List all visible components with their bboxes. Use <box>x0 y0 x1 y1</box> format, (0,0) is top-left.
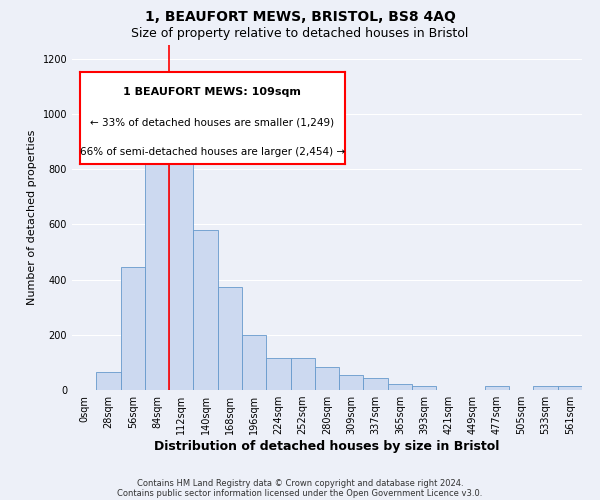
Bar <box>558 386 582 390</box>
Bar <box>242 335 266 390</box>
Bar <box>169 152 193 390</box>
Bar <box>266 358 290 390</box>
Y-axis label: Number of detached properties: Number of detached properties <box>27 130 37 305</box>
Text: 1, BEAUFORT MEWS, BRISTOL, BS8 4AQ: 1, BEAUFORT MEWS, BRISTOL, BS8 4AQ <box>145 10 455 24</box>
Text: Size of property relative to detached houses in Bristol: Size of property relative to detached ho… <box>131 28 469 40</box>
Bar <box>315 366 339 390</box>
Bar <box>485 386 509 390</box>
Bar <box>290 358 315 390</box>
X-axis label: Distribution of detached houses by size in Bristol: Distribution of detached houses by size … <box>154 440 500 453</box>
Bar <box>218 286 242 390</box>
Bar <box>364 378 388 390</box>
Text: Contains public sector information licensed under the Open Government Licence v3: Contains public sector information licen… <box>118 488 482 498</box>
Bar <box>145 146 169 390</box>
Bar <box>339 375 364 390</box>
Bar <box>121 267 145 390</box>
Text: ← 33% of detached houses are smaller (1,249): ← 33% of detached houses are smaller (1,… <box>90 118 334 128</box>
Bar <box>96 372 121 390</box>
Text: 1 BEAUFORT MEWS: 109sqm: 1 BEAUFORT MEWS: 109sqm <box>123 87 301 97</box>
Text: Contains HM Land Registry data © Crown copyright and database right 2024.: Contains HM Land Registry data © Crown c… <box>137 478 463 488</box>
Text: 66% of semi-detached houses are larger (2,454) →: 66% of semi-detached houses are larger (… <box>80 147 345 157</box>
Bar <box>412 386 436 390</box>
Bar <box>533 386 558 390</box>
Bar <box>193 230 218 390</box>
Bar <box>388 384 412 390</box>
